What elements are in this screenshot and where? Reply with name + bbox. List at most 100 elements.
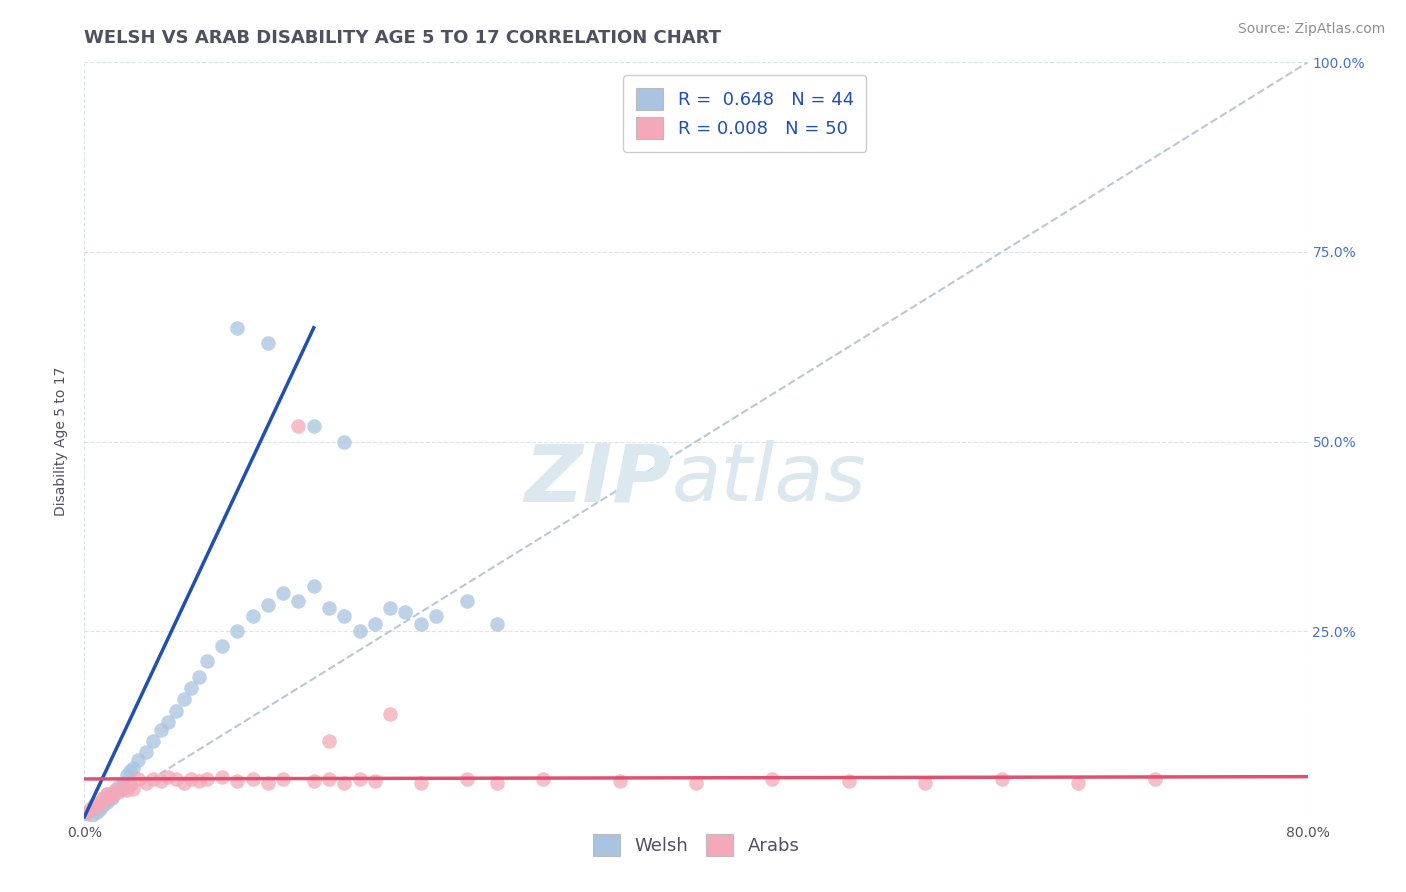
Point (94, 792, 117, 806)
Point (349, 624, 371, 639)
Point (180, 681, 202, 695)
Point (1143, 772, 1166, 786)
Point (425, 608, 447, 623)
Point (104, 785, 127, 799)
Point (91, 791, 114, 805)
Point (142, 734, 165, 748)
Point (287, 419, 309, 434)
Point (188, 774, 211, 789)
Point (226, 624, 249, 639)
Point (111, 776, 134, 790)
Point (456, 772, 478, 786)
Point (120, 764, 142, 779)
Point (122, 781, 145, 796)
Point (302, 419, 325, 434)
Point (83, 798, 105, 813)
Point (115, 768, 138, 782)
Point (333, 776, 356, 790)
Point (101, 789, 124, 804)
Point (211, 770, 233, 784)
Point (1067, 776, 1090, 790)
Point (486, 616, 509, 631)
Point (180, 772, 202, 786)
Point (89, 795, 111, 809)
Point (226, 774, 249, 789)
Point (96, 787, 118, 801)
Point (242, 608, 264, 623)
Point (149, 774, 172, 789)
Point (409, 616, 432, 631)
Point (115, 783, 138, 797)
Text: Source: ZipAtlas.com: Source: ZipAtlas.com (1237, 22, 1385, 37)
Point (86, 800, 108, 814)
Point (333, 434, 356, 449)
Text: atlas: atlas (672, 441, 866, 518)
Point (76, 806, 98, 821)
Point (135, 776, 157, 790)
Point (195, 655, 218, 669)
Point (173, 776, 195, 790)
Text: WELSH VS ARAB DISABILITY AGE 5 TO 17 CORRELATION CHART: WELSH VS ARAB DISABILITY AGE 5 TO 17 COR… (84, 29, 721, 47)
Point (80, 807, 103, 822)
Legend: Welsh, Arabs: Welsh, Arabs (583, 824, 808, 864)
Point (531, 772, 554, 786)
Text: ZIP: ZIP (524, 441, 672, 518)
Point (302, 579, 325, 593)
Point (486, 776, 509, 790)
Point (173, 692, 195, 706)
Point (211, 639, 233, 653)
Point (135, 746, 157, 760)
Point (91, 798, 114, 813)
Point (302, 774, 325, 789)
Point (149, 723, 172, 737)
Point (165, 704, 187, 718)
Point (838, 774, 860, 789)
Point (409, 776, 432, 790)
Point (287, 594, 309, 608)
Point (107, 780, 129, 794)
Point (111, 780, 134, 794)
Point (120, 776, 142, 790)
Point (271, 586, 294, 600)
Point (364, 774, 387, 789)
Point (157, 715, 180, 730)
Point (104, 783, 127, 797)
Point (318, 772, 340, 786)
Point (394, 605, 416, 619)
Point (242, 772, 264, 786)
Point (257, 776, 280, 790)
Point (609, 774, 631, 789)
Point (380, 707, 402, 722)
Point (96, 795, 118, 809)
Point (89, 802, 111, 816)
Point (165, 772, 187, 786)
Point (195, 772, 218, 786)
Point (761, 772, 783, 786)
Point (226, 320, 249, 334)
Point (96, 787, 118, 801)
Point (142, 772, 165, 786)
Point (157, 770, 180, 784)
Point (991, 772, 1014, 786)
Point (79, 802, 101, 816)
Point (318, 734, 340, 748)
Point (333, 608, 356, 623)
Point (318, 601, 340, 615)
Point (86, 805, 108, 819)
Point (101, 791, 124, 805)
Point (914, 776, 936, 790)
Point (456, 594, 478, 608)
Point (271, 772, 294, 786)
Point (257, 335, 280, 350)
Y-axis label: Disability Age 5 to 17: Disability Age 5 to 17 (55, 367, 69, 516)
Point (107, 785, 129, 799)
Point (122, 760, 145, 774)
Point (257, 598, 280, 612)
Point (127, 772, 149, 786)
Point (380, 601, 402, 615)
Point (188, 669, 211, 683)
Point (685, 776, 707, 790)
Point (127, 753, 149, 767)
Point (364, 616, 387, 631)
Point (349, 772, 371, 786)
